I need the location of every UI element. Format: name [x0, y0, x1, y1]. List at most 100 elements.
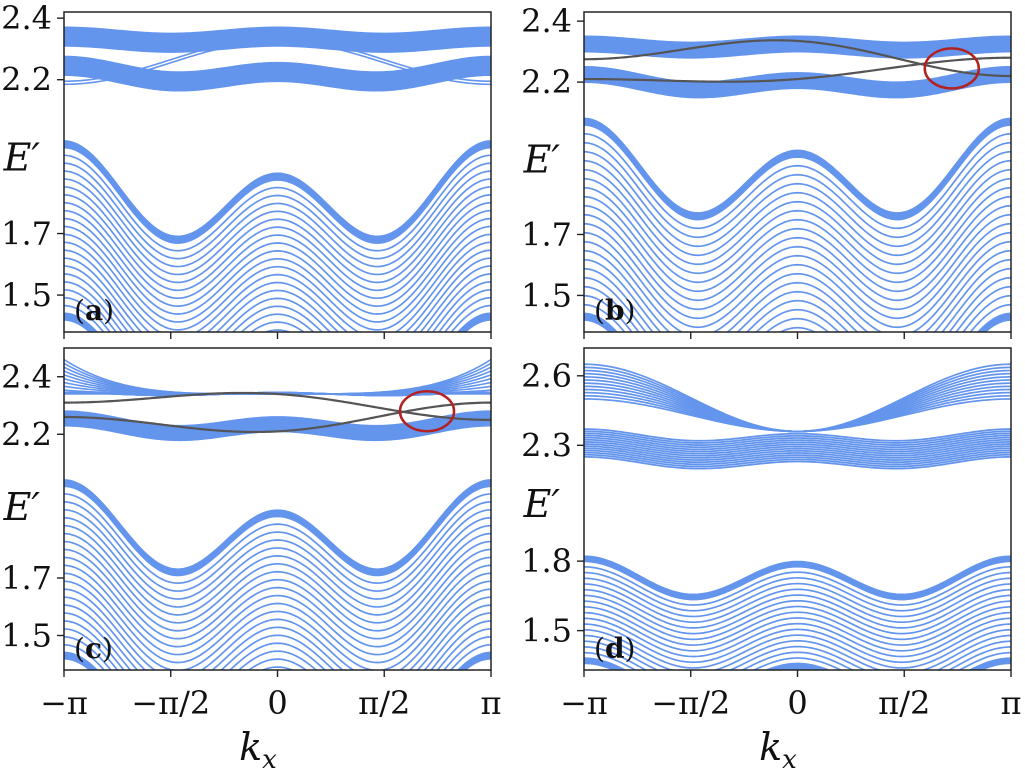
panel-d: 2.6 2.3 1.8 1.5 E′ −π −π/2 0 π/2 π (d): [521, 347, 1022, 722]
lower-band-line: [64, 273, 491, 332]
middle-band-line: [64, 71, 491, 89]
panel-c: 2.4 2.2 1.7 1.5 E′ −π −π/2 0 π/2 π (c): [1, 347, 502, 722]
lower-band-edge-line: [64, 140, 491, 238]
middle-band-line: [64, 69, 491, 88]
lower-band-line: [584, 186, 1011, 284]
lower-band-line: [64, 532, 491, 624]
upper-band-line: [584, 35, 1011, 44]
y-tick-label: 1.5: [521, 276, 572, 314]
middle-band-line: [64, 418, 491, 435]
lower-band-line: [64, 154, 491, 252]
lower-band-line: [584, 213, 1011, 311]
arc-band-line: [64, 40, 491, 86]
upper-band-line: [64, 42, 491, 51]
lower-band-line: [64, 516, 491, 608]
panel-b: 2.4 2.2 1.7 1.5 E′ (b): [521, 2, 1012, 339]
lower-band-line: [64, 265, 491, 332]
arc-band-line: [64, 37, 491, 83]
lower-band-line: [584, 285, 1011, 332]
x-tick-label: 0: [787, 684, 807, 722]
y-axis-label: E′: [523, 137, 561, 181]
lower-band-line: [64, 524, 491, 616]
lower-band-edge-line: [584, 661, 1011, 670]
x-axis-label-right: kx: [759, 725, 797, 772]
y-tick-label: 2.2: [521, 63, 572, 101]
lower-band-line: [64, 257, 491, 332]
lower-band-line: [64, 194, 491, 292]
lower-band-line: [64, 612, 491, 670]
lower-band-line: [64, 249, 491, 332]
x-axis-label-left: kx: [239, 725, 277, 772]
lower-band-line: [64, 620, 491, 670]
lower-band-line: [584, 617, 1011, 658]
lower-band-line: [64, 580, 491, 670]
lower-band-line: [584, 195, 1011, 293]
middle-band-line: [64, 68, 491, 86]
lower-band-line: [584, 640, 1011, 670]
x-tick-label: −π/2: [651, 684, 730, 722]
upper-band-line: [584, 46, 1011, 55]
middle-band-line: [64, 67, 491, 85]
upper-band-line: [64, 43, 491, 52]
edge-lower: [64, 401, 491, 434]
middle-band-line: [64, 57, 491, 75]
lower-band-line: [64, 281, 491, 332]
middle-band-line: [584, 443, 1011, 457]
panel-label: (a): [74, 294, 114, 327]
middle-band-line: [584, 67, 1011, 85]
lower-band-line: [584, 588, 1011, 629]
middle-band-line: [584, 438, 1011, 453]
lower-band-line: [584, 628, 1011, 669]
middle-band-line: [64, 423, 491, 440]
middle-band-line: [584, 453, 1011, 468]
upper-band-line: [584, 366, 1011, 433]
y-tick-label: 1.7: [1, 215, 52, 253]
y-tick-label: 2.4: [521, 2, 572, 40]
lower-band-line: [584, 646, 1011, 670]
lower-band-line: [64, 556, 491, 648]
lower-band-line: [584, 294, 1011, 332]
lower-band-line: [584, 276, 1011, 332]
lower-band-edge-line: [584, 555, 1011, 596]
middle-band-line: [64, 411, 491, 429]
upper-band-line: [64, 32, 491, 41]
x-tick-label: π: [480, 684, 501, 722]
middle-band-line: [584, 436, 1011, 451]
lower-band-line: [584, 600, 1011, 641]
lower-band-edge-line: [64, 484, 491, 577]
upper-band-line: [584, 38, 1011, 47]
y-tick-label: 1.5: [521, 612, 572, 650]
upper-band-line: [64, 39, 491, 48]
lower-band-line: [64, 201, 491, 300]
middle-band-line: [64, 55, 491, 74]
lower-band-line: [64, 186, 491, 284]
panel-a: 2.4 2.2 1.7 1.5 E′ (a): [1, 0, 492, 339]
lower-band-line: [584, 611, 1011, 652]
edge-lower: [584, 56, 1011, 83]
lower-band-line: [64, 170, 491, 268]
middle-band-line: [584, 428, 1011, 442]
lower-band-line: [584, 240, 1011, 332]
lower-band-edge-line: [584, 559, 1011, 600]
upper-band-line: [64, 35, 491, 43]
middle-band-line: [64, 64, 491, 82]
lower-band-line: [584, 577, 1011, 618]
upper-band-line: [64, 29, 491, 38]
y-tick-label: 1.8: [521, 542, 572, 580]
lower-band-line: [584, 168, 1011, 266]
y-tick-label: 1.7: [1, 559, 52, 597]
middle-band-line: [64, 422, 491, 439]
lower-band-edge-line: [584, 123, 1011, 221]
y-axis-label: E′: [3, 136, 41, 180]
lower-band-line: [64, 540, 491, 632]
middle-band-line: [584, 430, 1011, 444]
middle-band-line: [64, 62, 491, 81]
lower-band-line: [584, 177, 1011, 275]
upper-band-line: [584, 50, 1011, 59]
lower-band-line: [584, 249, 1011, 332]
y-axis-label: E′: [523, 482, 561, 526]
lower-band-line: [64, 604, 491, 670]
middle-band-line: [64, 412, 491, 430]
middle-band-line: [584, 449, 1011, 464]
middle-band-line: [584, 447, 1011, 461]
